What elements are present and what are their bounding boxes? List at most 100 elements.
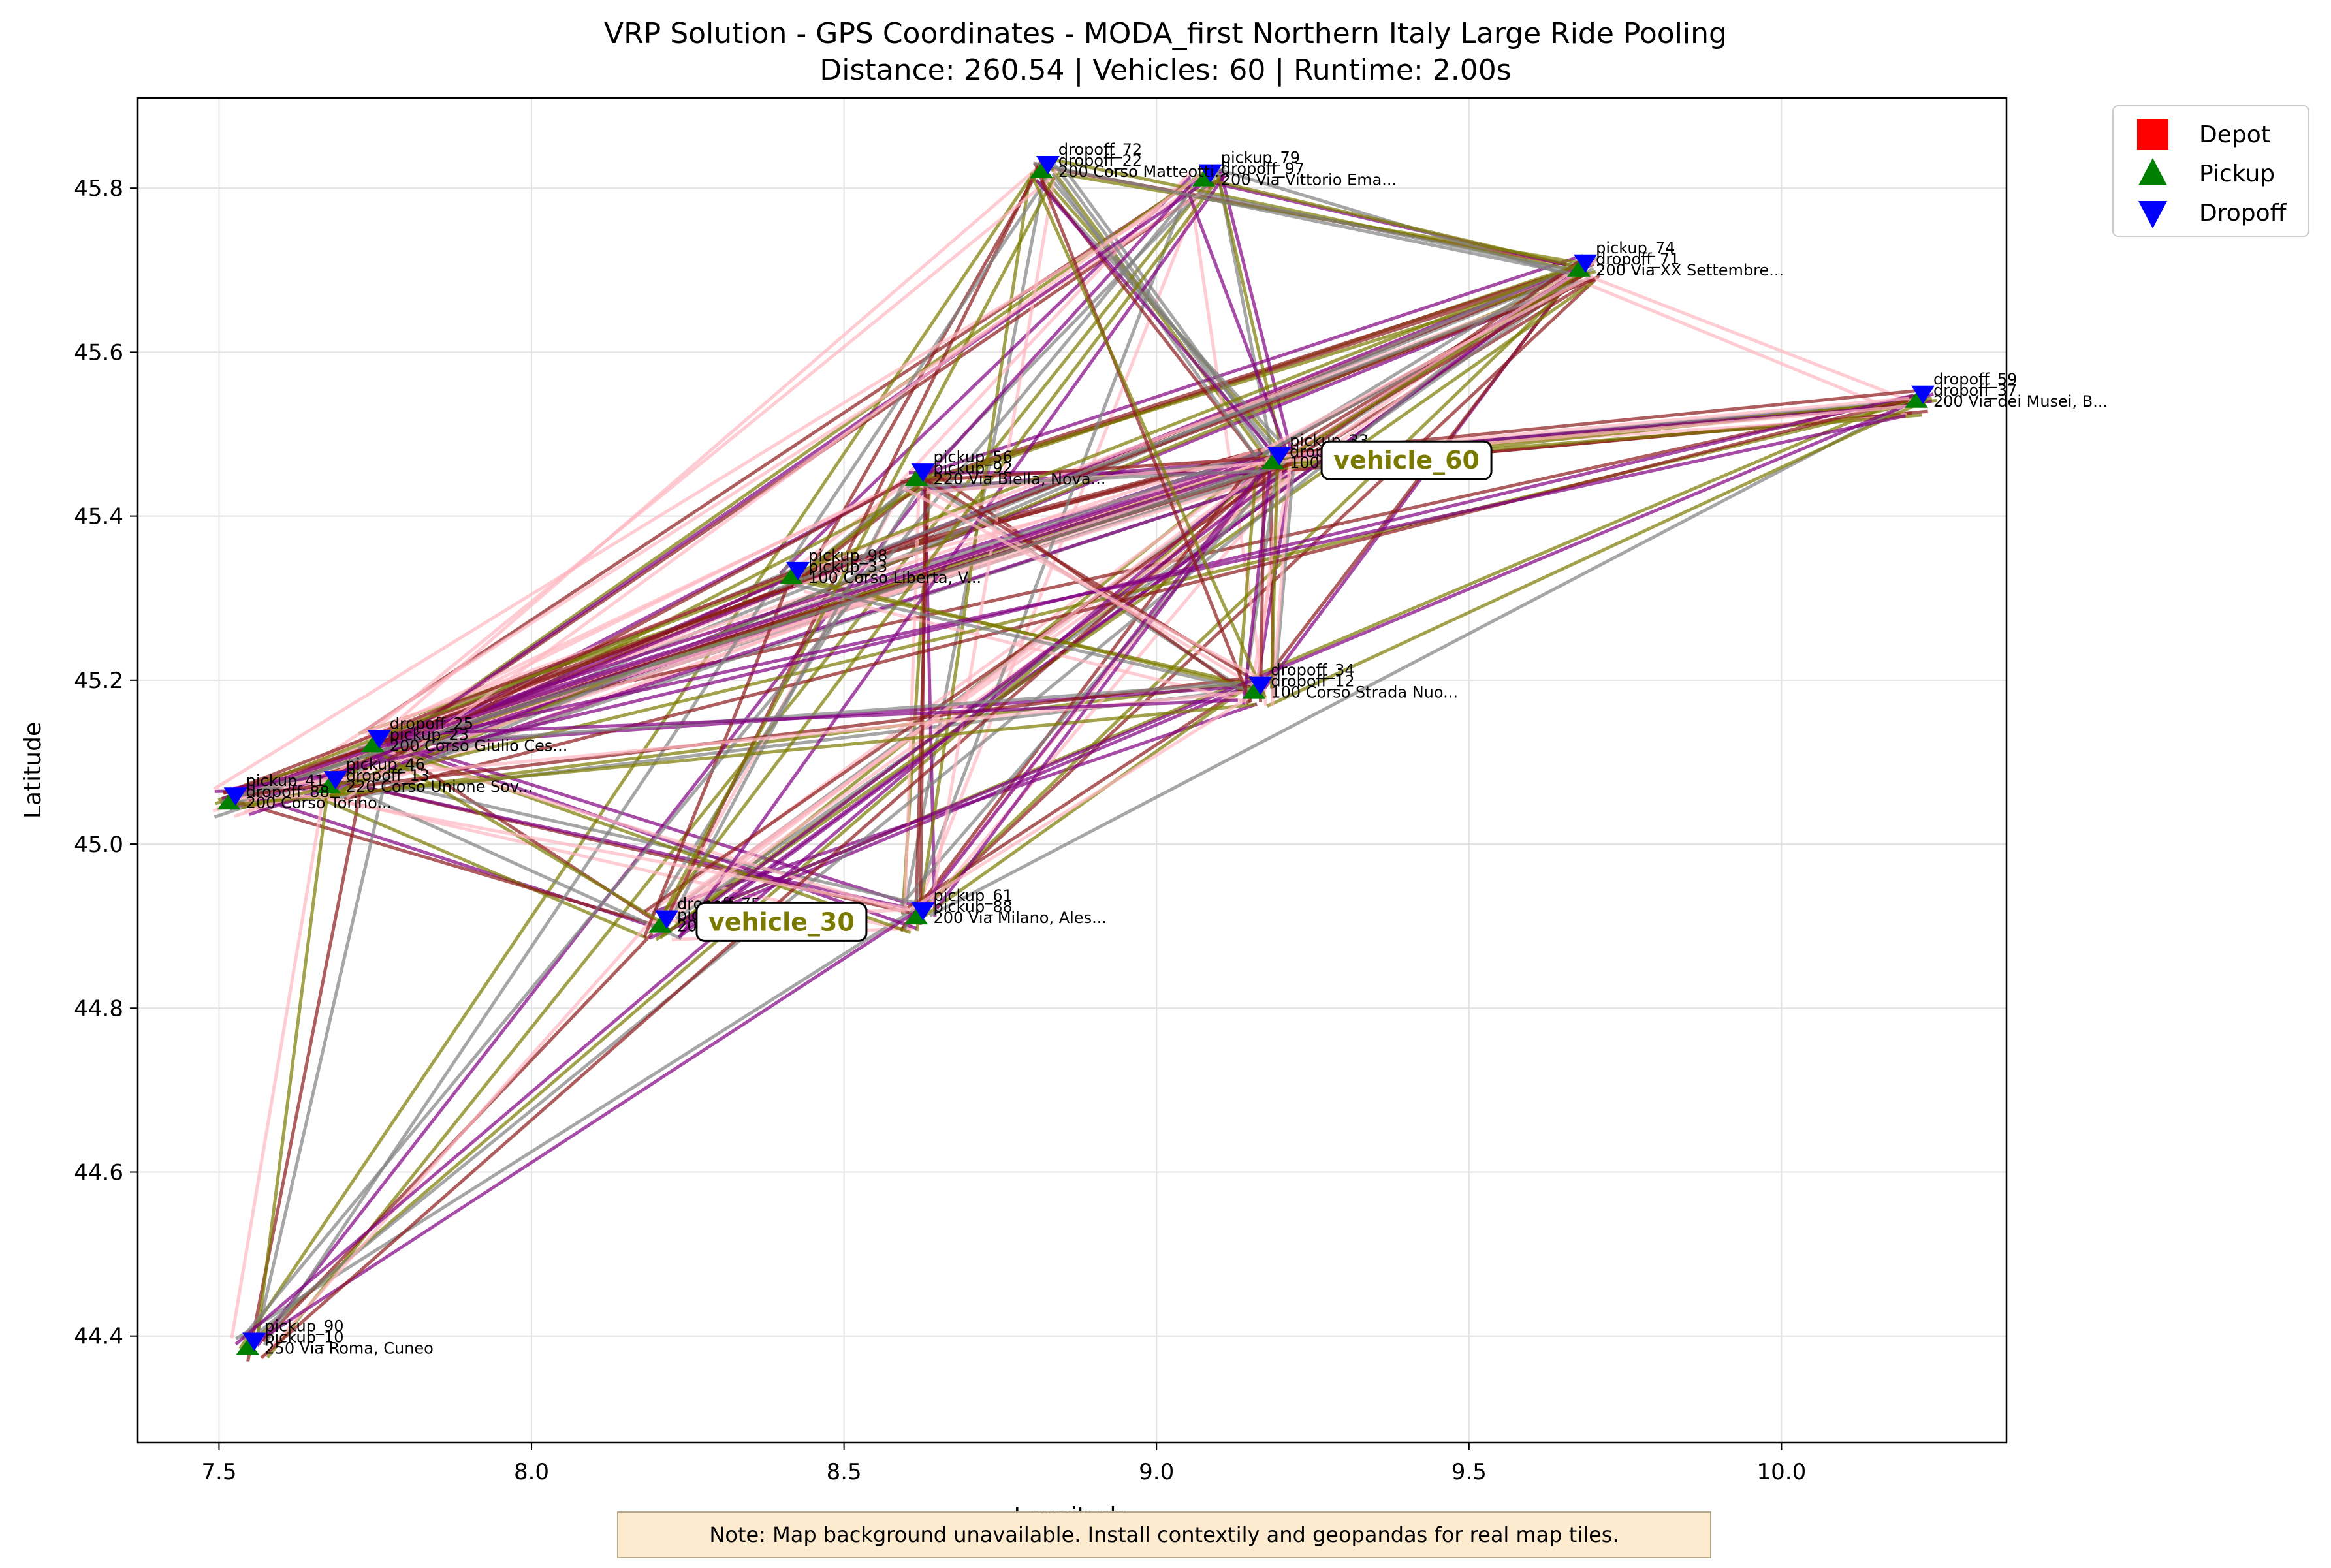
dropoff-marker [1574,254,1598,273]
note-text: Note: Map background unavailable. Instal… [709,1522,1619,1547]
axis-ticks: 7.5 8.0 8.5 9.0 9.5 10.0 44.4 44.6 44.8 45.0 45.2 4… [74,176,1806,1485]
pickup-marker [1029,163,1053,179]
route-lines [212,157,1938,1362]
route-segment [655,281,1594,941]
location-label: 200 Corso Matteotti... [1058,163,1229,181]
route-segment [377,747,906,914]
location-label: 250 Via Roma, Cuneo [264,1340,434,1358]
x-tick-label: 9.5 [1451,1459,1487,1485]
pickup-marker [904,470,928,486]
route-segment [917,176,1199,486]
y-tick-label: 45.4 [74,504,123,530]
route-segment [349,677,1243,789]
route-segment [233,774,320,791]
route-segment [366,176,1053,737]
route-segment [235,911,911,1341]
route-segment [343,398,1910,801]
location-label: dropoff_88 [246,783,330,801]
route-segment [321,394,1914,778]
route-segment [233,702,1256,807]
y-tick-label: 45.8 [74,176,123,202]
route-segment [915,451,1278,915]
y-tick-label: 45.6 [74,339,123,366]
route-segment [379,181,1205,754]
route-segment [1258,460,1266,702]
dropoff-marker [367,730,391,749]
route-segment [223,565,806,795]
x-tick-label: 10.0 [1757,1459,1807,1485]
chart-title: VRP Solution - GPS Coordinates - MODA_fi… [604,17,1727,50]
legend-label: Dropoff [2199,200,2287,227]
y-tick-label: 44.8 [74,996,123,1022]
x-tick-label: 7.5 [201,1459,236,1485]
vehicle-label: vehicle_60 [1333,446,1480,475]
route-segment [1029,172,1267,698]
location-label: pickup_92 [933,459,1012,477]
pickup-marker [236,1339,260,1355]
location-label: 200 Via dei Musei, B... [1933,392,2108,411]
route-segment [220,465,1275,804]
vehicle-label-box [1320,440,1493,480]
y-tick-label: 44.4 [74,1324,123,1350]
pickup-marker [1567,260,1591,277]
route-segment [266,185,1207,1359]
location-label: pickup_33 [808,557,887,576]
legend-label: Depot [2199,121,2270,148]
route-segment [648,678,1263,940]
note-background [617,1511,1711,1558]
pickup-marker [780,568,804,584]
location-label: dropoff_34 [1271,661,1354,680]
route-segment [674,266,1594,920]
location-label: pickup_61 [933,886,1012,905]
location-label: dropoff_72 [1058,140,1142,159]
location-label: 200 Corso Giulio Ces... [390,736,568,755]
route-segment [1213,179,1587,271]
location-label: dropoff_59 [1933,370,2017,388]
route-segment [345,172,1203,800]
route-segment [902,486,1261,680]
legend-depot-icon [2137,119,2168,150]
dropoff-marker [1036,156,1060,175]
location-label: dropoff_97 [1221,160,1305,178]
route-segment [903,488,921,907]
route-segment [774,279,1583,591]
route-segment [642,571,795,939]
location-label: 100 Corso Strada Nuo... [1271,683,1458,702]
location-label: pickup_46 [346,755,425,774]
location-label: 200 Corso Torino... [246,794,392,812]
legend-pickup-icon [2138,158,2167,185]
route-segment [928,395,1924,917]
route-segment [217,259,1590,802]
route-segment [810,471,937,567]
route-segment [1260,277,1587,453]
x-tick-label: 8.0 [514,1459,549,1485]
route-segment [1032,161,1574,276]
route-segment [368,732,920,909]
location-label: pickup_56 [933,448,1012,466]
location-label: dropoff_12 [1271,672,1354,691]
route-segment [929,168,1057,909]
route-segment [918,468,927,925]
location-label: 220 Corso Unione Sov... [346,777,533,796]
location-label: pickup_74 [1596,239,1675,257]
route-segment [240,168,1211,1340]
route-segment [917,685,1250,922]
y-tick-label: 45.0 [74,832,123,858]
route-segment [1269,449,1280,689]
dropoff-marker [911,463,935,482]
route-segment [319,483,930,803]
route-segment [908,278,1597,924]
route-segment [262,176,1050,1346]
route-segment [230,798,659,928]
pickup-marker [1904,392,1928,408]
route-segment [386,464,936,762]
route-segment [804,577,1265,693]
location-label: dropoff_13 [346,766,430,785]
legend-label: Pickup [2199,161,2275,187]
x-tick-label: 8.5 [827,1459,862,1485]
route-segment [235,783,329,798]
route-segment [935,456,1276,910]
dropoff-marker [1911,385,1935,404]
location-label: pickup_23 [390,725,469,744]
